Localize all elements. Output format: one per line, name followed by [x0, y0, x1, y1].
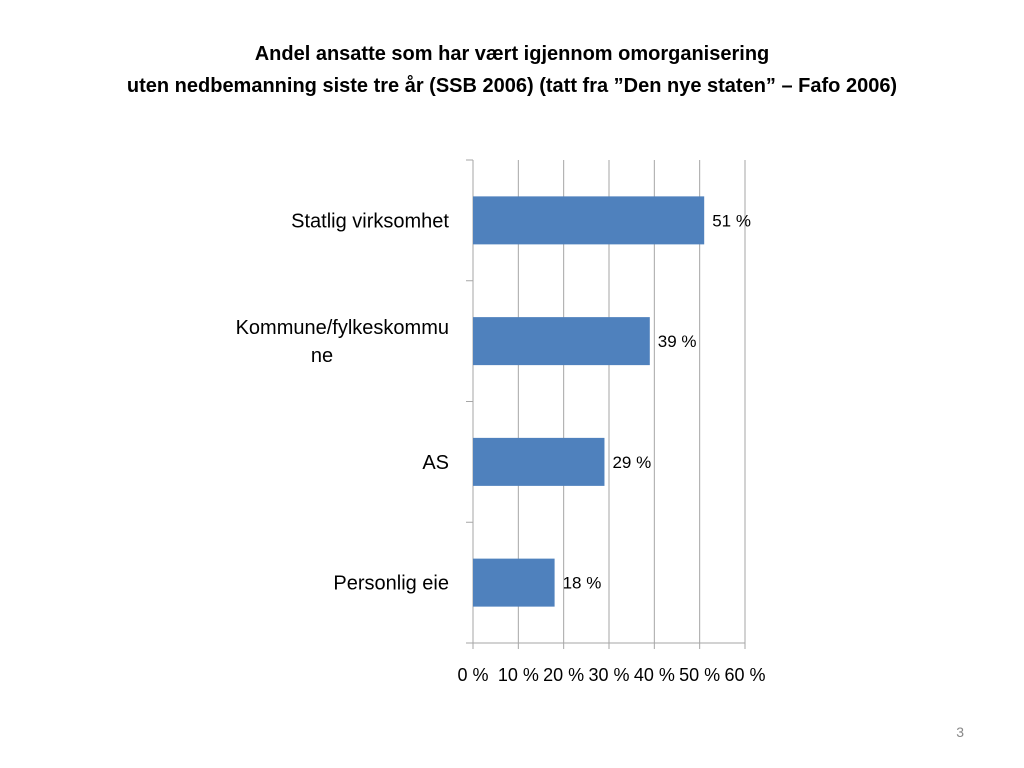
bar	[473, 196, 705, 245]
x-tick-label: 30 %	[588, 665, 629, 685]
x-tick-label: 0 %	[457, 665, 488, 685]
data-label: 39 %	[658, 332, 697, 351]
x-tick-label: 40 %	[634, 665, 675, 685]
x-tick-label: 50 %	[679, 665, 720, 685]
category-label: Statlig virksomhet	[291, 210, 449, 232]
data-label: 51 %	[712, 211, 751, 230]
x-tick-label: 20 %	[543, 665, 584, 685]
x-tick-label: 60 %	[724, 665, 765, 685]
category-label: Personlig eie	[333, 573, 449, 595]
category-label: Kommune/fylkeskommu ne	[236, 317, 449, 367]
data-label: 18 %	[563, 574, 602, 593]
category-label: AS	[422, 452, 449, 474]
page-number: 3	[956, 724, 964, 740]
bar	[473, 437, 605, 486]
title-line-2: uten nedbemanning siste tre år (SSB 2006…	[126, 75, 898, 97]
bar	[473, 317, 650, 366]
bar	[473, 558, 555, 607]
chart-title: Andel ansatte som har vært igjennom omor…	[0, 38, 1024, 102]
data-label: 29 %	[612, 453, 651, 472]
x-tick-label: 10 %	[498, 665, 539, 685]
title-line-1: Andel ansatte som har vært igjennom omor…	[254, 43, 770, 65]
